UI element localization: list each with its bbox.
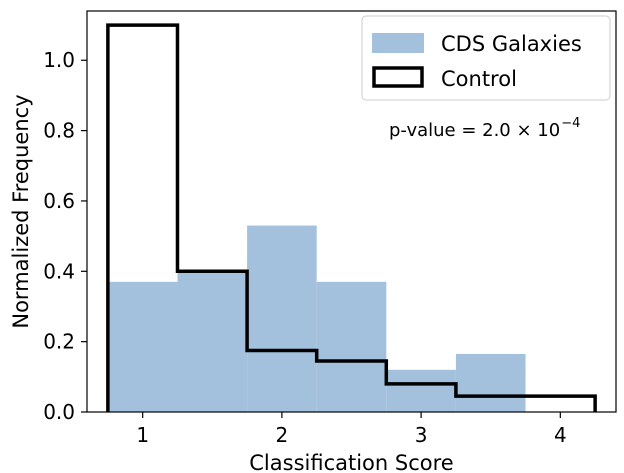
cds-galaxies-bar <box>316 281 387 412</box>
legend-label-control: Control <box>441 67 517 91</box>
p-value-annotation: p-value = 2.0 × 10−4 <box>389 116 580 141</box>
cds-galaxies-bar <box>177 271 248 412</box>
legend: CDS Galaxies Control <box>361 15 611 101</box>
x-tick-label: 1 <box>136 423 149 447</box>
axes-frame <box>86 10 617 413</box>
p-value-base: p-value = 2.0 × 10 <box>389 120 560 141</box>
plot-area: 1 2 3 4 0.0 0.2 0.4 0.6 0.8 1.0 <box>43 10 617 447</box>
legend-label-cds-galaxies: CDS Galaxies <box>441 32 582 56</box>
x-tick-label: 3 <box>415 423 428 447</box>
y-tick-label: 1.0 <box>43 48 75 72</box>
p-value-exponent: −4 <box>561 116 580 131</box>
x-tick-label: 4 <box>554 423 567 447</box>
cds-galaxies-bar <box>247 225 317 412</box>
x-axis-label: Classification Score <box>249 451 453 473</box>
y-axis-label: Normalized Frequency <box>9 94 33 328</box>
y-tick-label: 0.0 <box>43 400 75 424</box>
y-tick-label: 0.4 <box>43 259 75 283</box>
cds-galaxies-bar <box>455 353 526 412</box>
legend-swatch-control <box>372 66 424 88</box>
y-tick-label: 0.8 <box>43 119 75 143</box>
legend-swatch-cds-galaxies <box>372 33 424 53</box>
y-tick-label: 0.6 <box>43 189 75 213</box>
y-tick-label: 0.2 <box>43 330 75 354</box>
control-step-line <box>106 23 597 412</box>
x-tick-label: 2 <box>276 423 289 447</box>
cds-galaxies-bar <box>386 369 456 412</box>
cds-galaxies-bar <box>107 281 178 412</box>
